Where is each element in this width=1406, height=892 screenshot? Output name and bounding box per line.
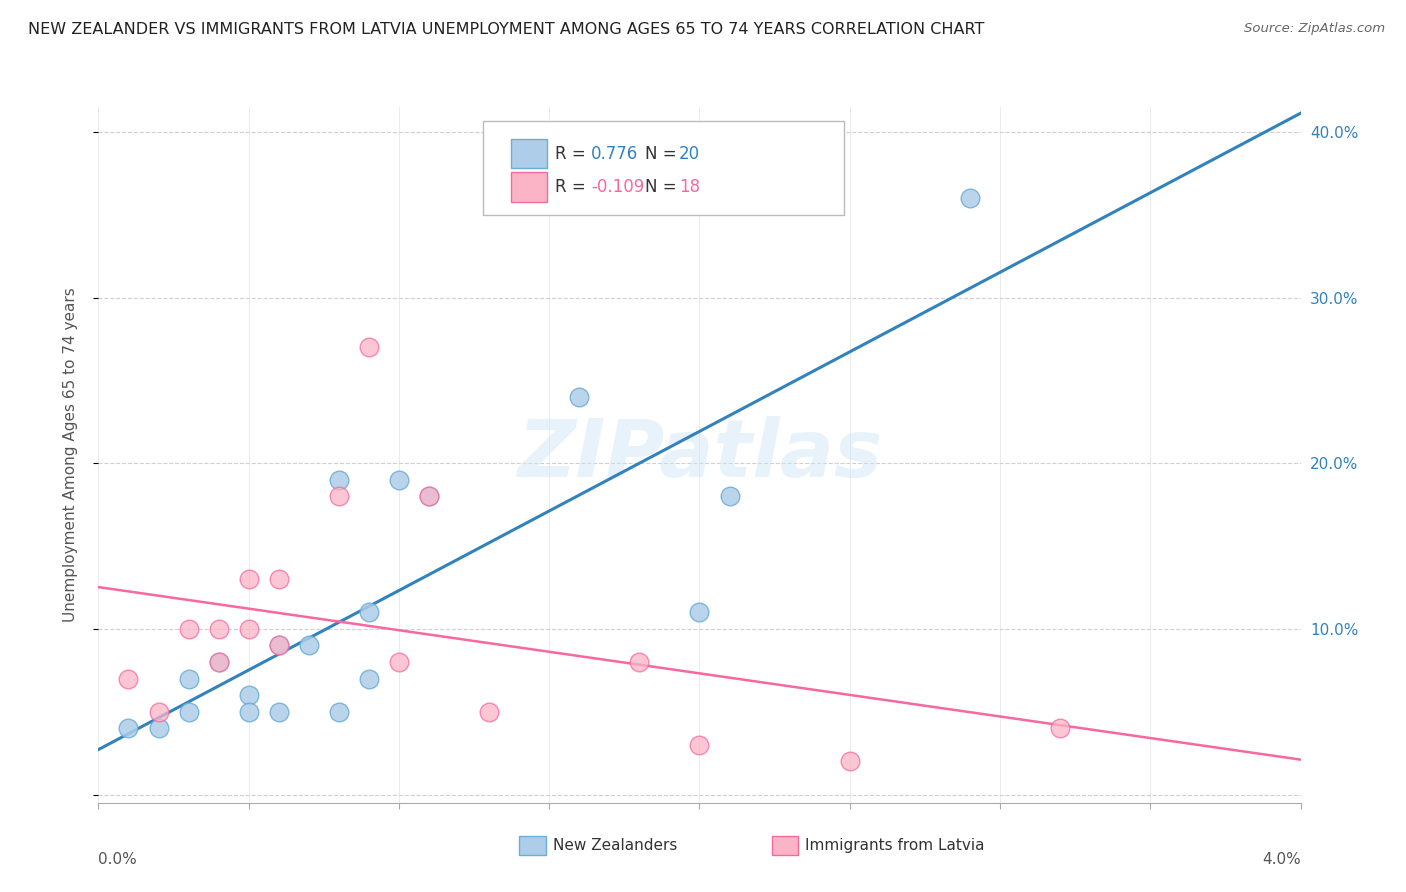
Point xyxy=(689,738,711,752)
Point xyxy=(177,705,200,719)
Point xyxy=(478,705,501,719)
FancyBboxPatch shape xyxy=(484,121,844,215)
Text: New Zealanders: New Zealanders xyxy=(553,838,678,853)
Text: R =: R = xyxy=(555,145,586,162)
Text: -0.109: -0.109 xyxy=(592,178,644,196)
Point xyxy=(177,622,200,636)
Point xyxy=(357,340,380,354)
Text: R =: R = xyxy=(555,178,586,196)
Point xyxy=(418,489,440,503)
Point xyxy=(148,705,170,719)
Point xyxy=(267,639,290,653)
FancyBboxPatch shape xyxy=(510,139,547,169)
Point xyxy=(238,572,260,586)
Point xyxy=(718,489,741,503)
Point xyxy=(117,721,139,735)
Point xyxy=(357,672,380,686)
FancyBboxPatch shape xyxy=(519,836,546,855)
Point xyxy=(568,390,591,404)
Text: ZIPatlas: ZIPatlas xyxy=(517,416,882,494)
Text: 0.776: 0.776 xyxy=(592,145,638,162)
FancyBboxPatch shape xyxy=(772,836,799,855)
Text: N =: N = xyxy=(645,178,678,196)
Point xyxy=(388,655,411,669)
Point xyxy=(959,191,981,205)
Point xyxy=(838,755,860,769)
Point xyxy=(388,473,411,487)
Text: NEW ZEALANDER VS IMMIGRANTS FROM LATVIA UNEMPLOYMENT AMONG AGES 65 TO 74 YEARS C: NEW ZEALANDER VS IMMIGRANTS FROM LATVIA … xyxy=(28,22,984,37)
FancyBboxPatch shape xyxy=(510,172,547,202)
Point xyxy=(208,655,231,669)
Text: 0.0%: 0.0% xyxy=(98,852,138,866)
Point xyxy=(328,705,350,719)
Point xyxy=(298,639,321,653)
Point xyxy=(418,489,440,503)
Point xyxy=(177,672,200,686)
Point xyxy=(328,473,350,487)
Point xyxy=(238,688,260,702)
Point xyxy=(148,721,170,735)
Text: Source: ZipAtlas.com: Source: ZipAtlas.com xyxy=(1244,22,1385,36)
Text: Immigrants from Latvia: Immigrants from Latvia xyxy=(806,838,984,853)
Text: 4.0%: 4.0% xyxy=(1261,852,1301,866)
Text: 20: 20 xyxy=(679,145,700,162)
Point xyxy=(238,622,260,636)
Point xyxy=(208,622,231,636)
Point xyxy=(1049,721,1071,735)
Point xyxy=(208,655,231,669)
Point xyxy=(267,705,290,719)
Point xyxy=(357,605,380,619)
Point xyxy=(689,605,711,619)
Text: N =: N = xyxy=(645,145,678,162)
Point xyxy=(628,655,651,669)
Point xyxy=(267,572,290,586)
Point xyxy=(267,639,290,653)
Point xyxy=(328,489,350,503)
Text: 18: 18 xyxy=(679,178,700,196)
Point xyxy=(238,705,260,719)
Point xyxy=(117,672,139,686)
Y-axis label: Unemployment Among Ages 65 to 74 years: Unemployment Among Ages 65 to 74 years xyxy=(63,287,77,623)
